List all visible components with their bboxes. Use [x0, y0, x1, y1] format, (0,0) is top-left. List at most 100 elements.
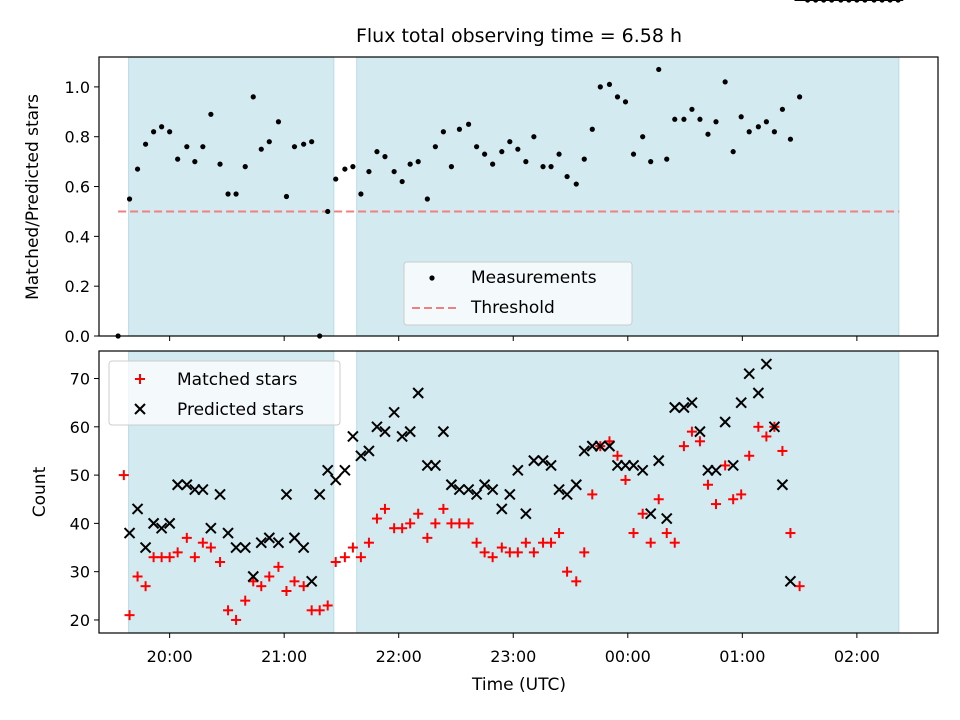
x-b: [347, 430, 359, 443]
measurement-point: [350, 164, 356, 170]
measurement-point: [581, 156, 587, 162]
y-tick-label: 0.2: [65, 277, 90, 296]
x-b: [578, 445, 590, 457]
top-legend-box: [403, 261, 633, 326]
predicted-star-point: [743, 367, 755, 380]
x-b: [528, 454, 540, 467]
matched-star-point: [587, 489, 598, 500]
bottom-legend: Matched stars Predicted stars: [108, 360, 341, 426]
top-legend-label-1: Threshold: [470, 298, 555, 318]
top-x-ticks: [169, 336, 858, 341]
measurement-point: [325, 208, 331, 215]
measurement-point: [797, 94, 803, 100]
measurement-point: [681, 116, 687, 122]
predicted-star-point: [131, 503, 144, 515]
predicted-star-point: [404, 425, 416, 438]
measurement-point: [366, 168, 372, 175]
matched-star-point: [205, 542, 216, 553]
measurement-point: [342, 166, 348, 172]
predicted-star-point: [288, 532, 301, 544]
predicted-star-point: [363, 445, 375, 457]
predicted-star-point: [181, 479, 193, 491]
x-tick-label: 00:00: [605, 647, 651, 666]
predicted-star-point: [478, 479, 491, 491]
predicted-star-point: [263, 532, 275, 544]
x-b: [486, 483, 499, 496]
predicted-star-point: [496, 503, 508, 515]
measurement-point: [456, 126, 463, 132]
matched-star-point: [496, 542, 507, 553]
x-b: [636, 464, 649, 476]
matched-star-point: [397, 523, 408, 534]
predicted-star-point: [171, 479, 184, 491]
predicted-star-point: [272, 536, 285, 549]
matched-star-point: [702, 479, 713, 490]
matched-star-point: [223, 605, 234, 616]
predicted-star-point: [594, 440, 607, 452]
matched-star-point: [289, 576, 300, 587]
y-tick-label: 30: [70, 563, 90, 582]
x-b: [396, 430, 408, 443]
matched-star-point: [669, 537, 680, 548]
bottom-legend-box: [108, 360, 341, 426]
predicted-star-point: [330, 474, 342, 486]
measurement-point: [440, 129, 446, 135]
predicted-star-point: [371, 421, 383, 433]
x-b: [412, 387, 424, 399]
x-b: [453, 483, 466, 496]
measurement-point: [779, 106, 786, 112]
measurement-point: [142, 141, 149, 147]
measurement-point: [515, 146, 521, 152]
measurement-point: [374, 149, 380, 155]
x-b: [429, 459, 442, 472]
x-b: [678, 401, 690, 414]
x-b: [520, 508, 532, 520]
matched-star-point: [512, 547, 523, 558]
predicted-star-point: [321, 464, 334, 476]
measurement-point: [705, 131, 711, 137]
measurement-point: [432, 144, 438, 150]
predicted-star-point: [504, 488, 516, 501]
matched-star-point: [637, 508, 648, 519]
predicted-star-point: [694, 425, 706, 438]
measurement-point: [208, 111, 214, 117]
measurement-point: [490, 161, 496, 167]
measurement-point: [301, 141, 307, 147]
predicted-star-point: [545, 459, 557, 472]
y-tick-label: 0.4: [65, 227, 90, 246]
measurement-point: [573, 181, 579, 187]
predicted-star-point: [528, 454, 540, 467]
predicted-star-point: [355, 450, 367, 462]
measurement-point: [523, 159, 529, 165]
matched-star-point: [281, 585, 292, 596]
matched-star-point: [189, 552, 200, 563]
x-b: [570, 479, 582, 491]
measurement-point: [250, 94, 256, 100]
matched-star-point: [554, 528, 565, 539]
measurement-point: [184, 144, 190, 150]
measurement-point: [465, 121, 472, 127]
x-b: [155, 522, 168, 534]
predicted-star-point: [445, 479, 458, 491]
x-b: [197, 483, 209, 496]
x-b: [404, 425, 416, 438]
predicted-star-point: [735, 396, 747, 409]
x-b: [181, 479, 193, 491]
x-b: [363, 445, 375, 457]
measurement-point: [407, 161, 413, 167]
predicted-star-point: [719, 416, 731, 428]
matched-star-point: [197, 537, 208, 548]
matched-star-point: [720, 460, 731, 471]
predicted-star-point: [776, 479, 789, 491]
matched-star-point: [620, 474, 631, 485]
predicted-star-point: [678, 401, 690, 414]
x-b: [653, 454, 665, 467]
matched-star-point: [124, 610, 135, 621]
matched-star-point: [546, 537, 557, 548]
measurement-point: [531, 134, 537, 140]
measurement-point: [672, 116, 678, 122]
measurement-point: [548, 164, 554, 170]
x-b: [205, 522, 217, 534]
measurement-point: [630, 151, 637, 157]
